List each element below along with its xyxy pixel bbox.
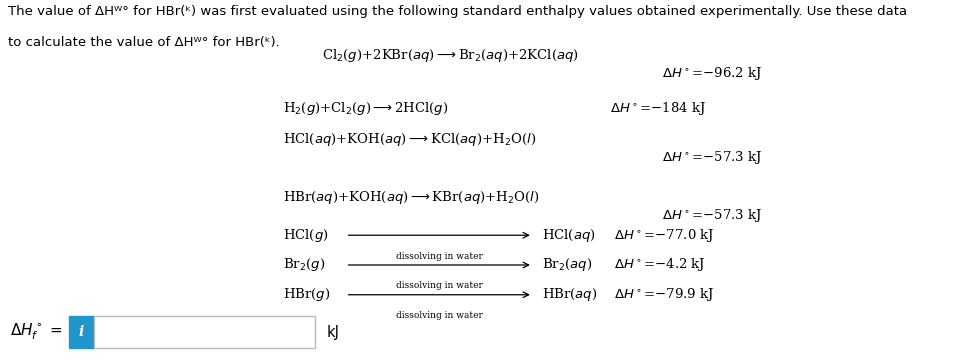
Text: HCl($aq$)+KOH($aq$)$\longrightarrow$KCl($aq$)+H$_2$O($l$): HCl($aq$)+KOH($aq$)$\longrightarrow$KCl(… (283, 131, 537, 148)
FancyBboxPatch shape (94, 316, 315, 348)
Text: Br$_2$($g$): Br$_2$($g$) (283, 257, 325, 273)
Text: Cl$_2$($g$)+2KBr($aq$)$\longrightarrow$Br$_2$($aq$)+2KCl($aq$): Cl$_2$($g$)+2KBr($aq$)$\longrightarrow$B… (322, 47, 579, 64)
Text: $\Delta H^\circ$=$-$79.9 kJ: $\Delta H^\circ$=$-$79.9 kJ (614, 286, 715, 303)
Text: $\Delta H^\circ$=$-$57.3 kJ: $\Delta H^\circ$=$-$57.3 kJ (662, 149, 762, 166)
Text: HBr($g$): HBr($g$) (283, 286, 330, 303)
Text: $\Delta H^\circ$=$-$184 kJ: $\Delta H^\circ$=$-$184 kJ (610, 100, 706, 117)
Text: H$_2$($g$)+Cl$_2$($g$)$\longrightarrow$2HCl($g$): H$_2$($g$)+Cl$_2$($g$)$\longrightarrow$2… (283, 100, 448, 117)
Text: $\Delta H^\circ$=$-$57.3 kJ: $\Delta H^\circ$=$-$57.3 kJ (662, 207, 762, 224)
Text: $\Delta H^\circ$=$-$96.2 kJ: $\Delta H^\circ$=$-$96.2 kJ (662, 65, 762, 82)
Text: HBr($aq$)+KOH($aq$)$\longrightarrow$KBr($aq$)+H$_2$O($l$): HBr($aq$)+KOH($aq$)$\longrightarrow$KBr(… (283, 189, 540, 206)
Text: i: i (79, 325, 84, 339)
Text: dissolving in water: dissolving in water (396, 281, 483, 290)
Text: HBr($aq$): HBr($aq$) (542, 286, 598, 303)
Text: HCl($aq$): HCl($aq$) (542, 227, 596, 244)
Text: $\Delta H_f^\circ$ =: $\Delta H_f^\circ$ = (10, 322, 61, 342)
Text: to calculate the value of ΔHᵂ° for HBr(ᵏ).: to calculate the value of ΔHᵂ° for HBr(ᵏ… (8, 36, 279, 49)
Text: dissolving in water: dissolving in water (396, 252, 483, 261)
Text: Br$_2$($aq$): Br$_2$($aq$) (542, 257, 592, 273)
Text: dissolving in water: dissolving in water (396, 311, 483, 320)
Text: kJ: kJ (326, 325, 340, 340)
Text: HCl($g$): HCl($g$) (283, 227, 329, 244)
Text: $\Delta H^\circ$=$-$77.0 kJ: $\Delta H^\circ$=$-$77.0 kJ (614, 227, 715, 244)
Text: The value of ΔHᵂ° for HBr(ᵏ) was first evaluated using the following standard en: The value of ΔHᵂ° for HBr(ᵏ) was first e… (8, 5, 907, 19)
Text: $\Delta H^\circ$=$-$4.2 kJ: $\Delta H^\circ$=$-$4.2 kJ (614, 257, 706, 273)
FancyBboxPatch shape (69, 316, 94, 348)
